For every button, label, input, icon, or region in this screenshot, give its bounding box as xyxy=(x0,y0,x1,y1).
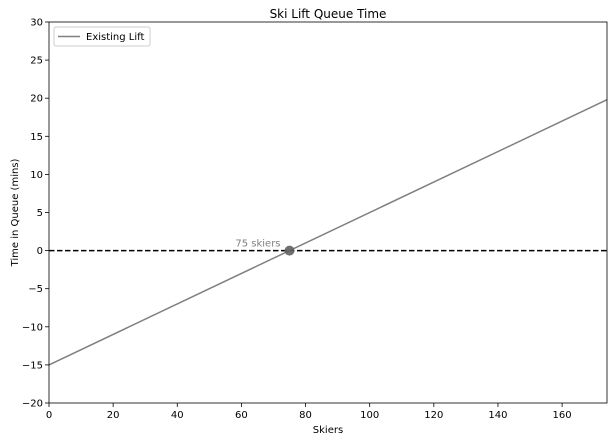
x-tick-label: 60 xyxy=(235,410,248,421)
legend: Existing Lift xyxy=(53,26,151,47)
y-axis-label: Time in Queue (mins) xyxy=(10,158,21,267)
x-tick-label: 160 xyxy=(553,410,572,421)
series-line-existing-lift xyxy=(48,99,608,366)
chart-title: Ski Lift Queue Time xyxy=(270,7,387,21)
x-tick-label: 140 xyxy=(488,410,507,421)
y-tick-label: 5 xyxy=(37,208,43,219)
x-tick-label: 40 xyxy=(171,410,184,421)
axes-frame xyxy=(48,21,608,404)
y-tick-label: 20 xyxy=(30,94,43,105)
y-tick-label: 10 xyxy=(30,170,43,181)
y-tick-label: −15 xyxy=(22,360,43,371)
legend-box xyxy=(53,26,151,47)
x-tick-label: 100 xyxy=(360,410,379,421)
y-tick-label: −10 xyxy=(22,322,43,333)
x-axis-label: Skiers xyxy=(313,425,343,436)
y-tick-label: 0 xyxy=(37,246,43,257)
plot-area: 0 20 40 60 80 100 120 140 160 −20 −15 −10 −5 0 5 10 15 20… xyxy=(22,18,608,421)
x-tick-label: 20 xyxy=(107,410,120,421)
x-tick-label: 80 xyxy=(299,410,312,421)
x-tick-label: 0 xyxy=(46,410,52,421)
y-tick-label: −5 xyxy=(28,284,43,295)
y-tick-label: 25 xyxy=(30,56,43,67)
y-tick-label: 15 xyxy=(30,132,43,143)
legend-entry-label: Existing Lift xyxy=(86,32,144,43)
breakeven-marker xyxy=(284,245,295,256)
x-tick-label: 120 xyxy=(424,410,443,421)
y-tick-label: 30 xyxy=(30,18,43,29)
y-tick-label: −20 xyxy=(22,399,43,410)
annotation-label: 75 skiers xyxy=(235,239,280,250)
